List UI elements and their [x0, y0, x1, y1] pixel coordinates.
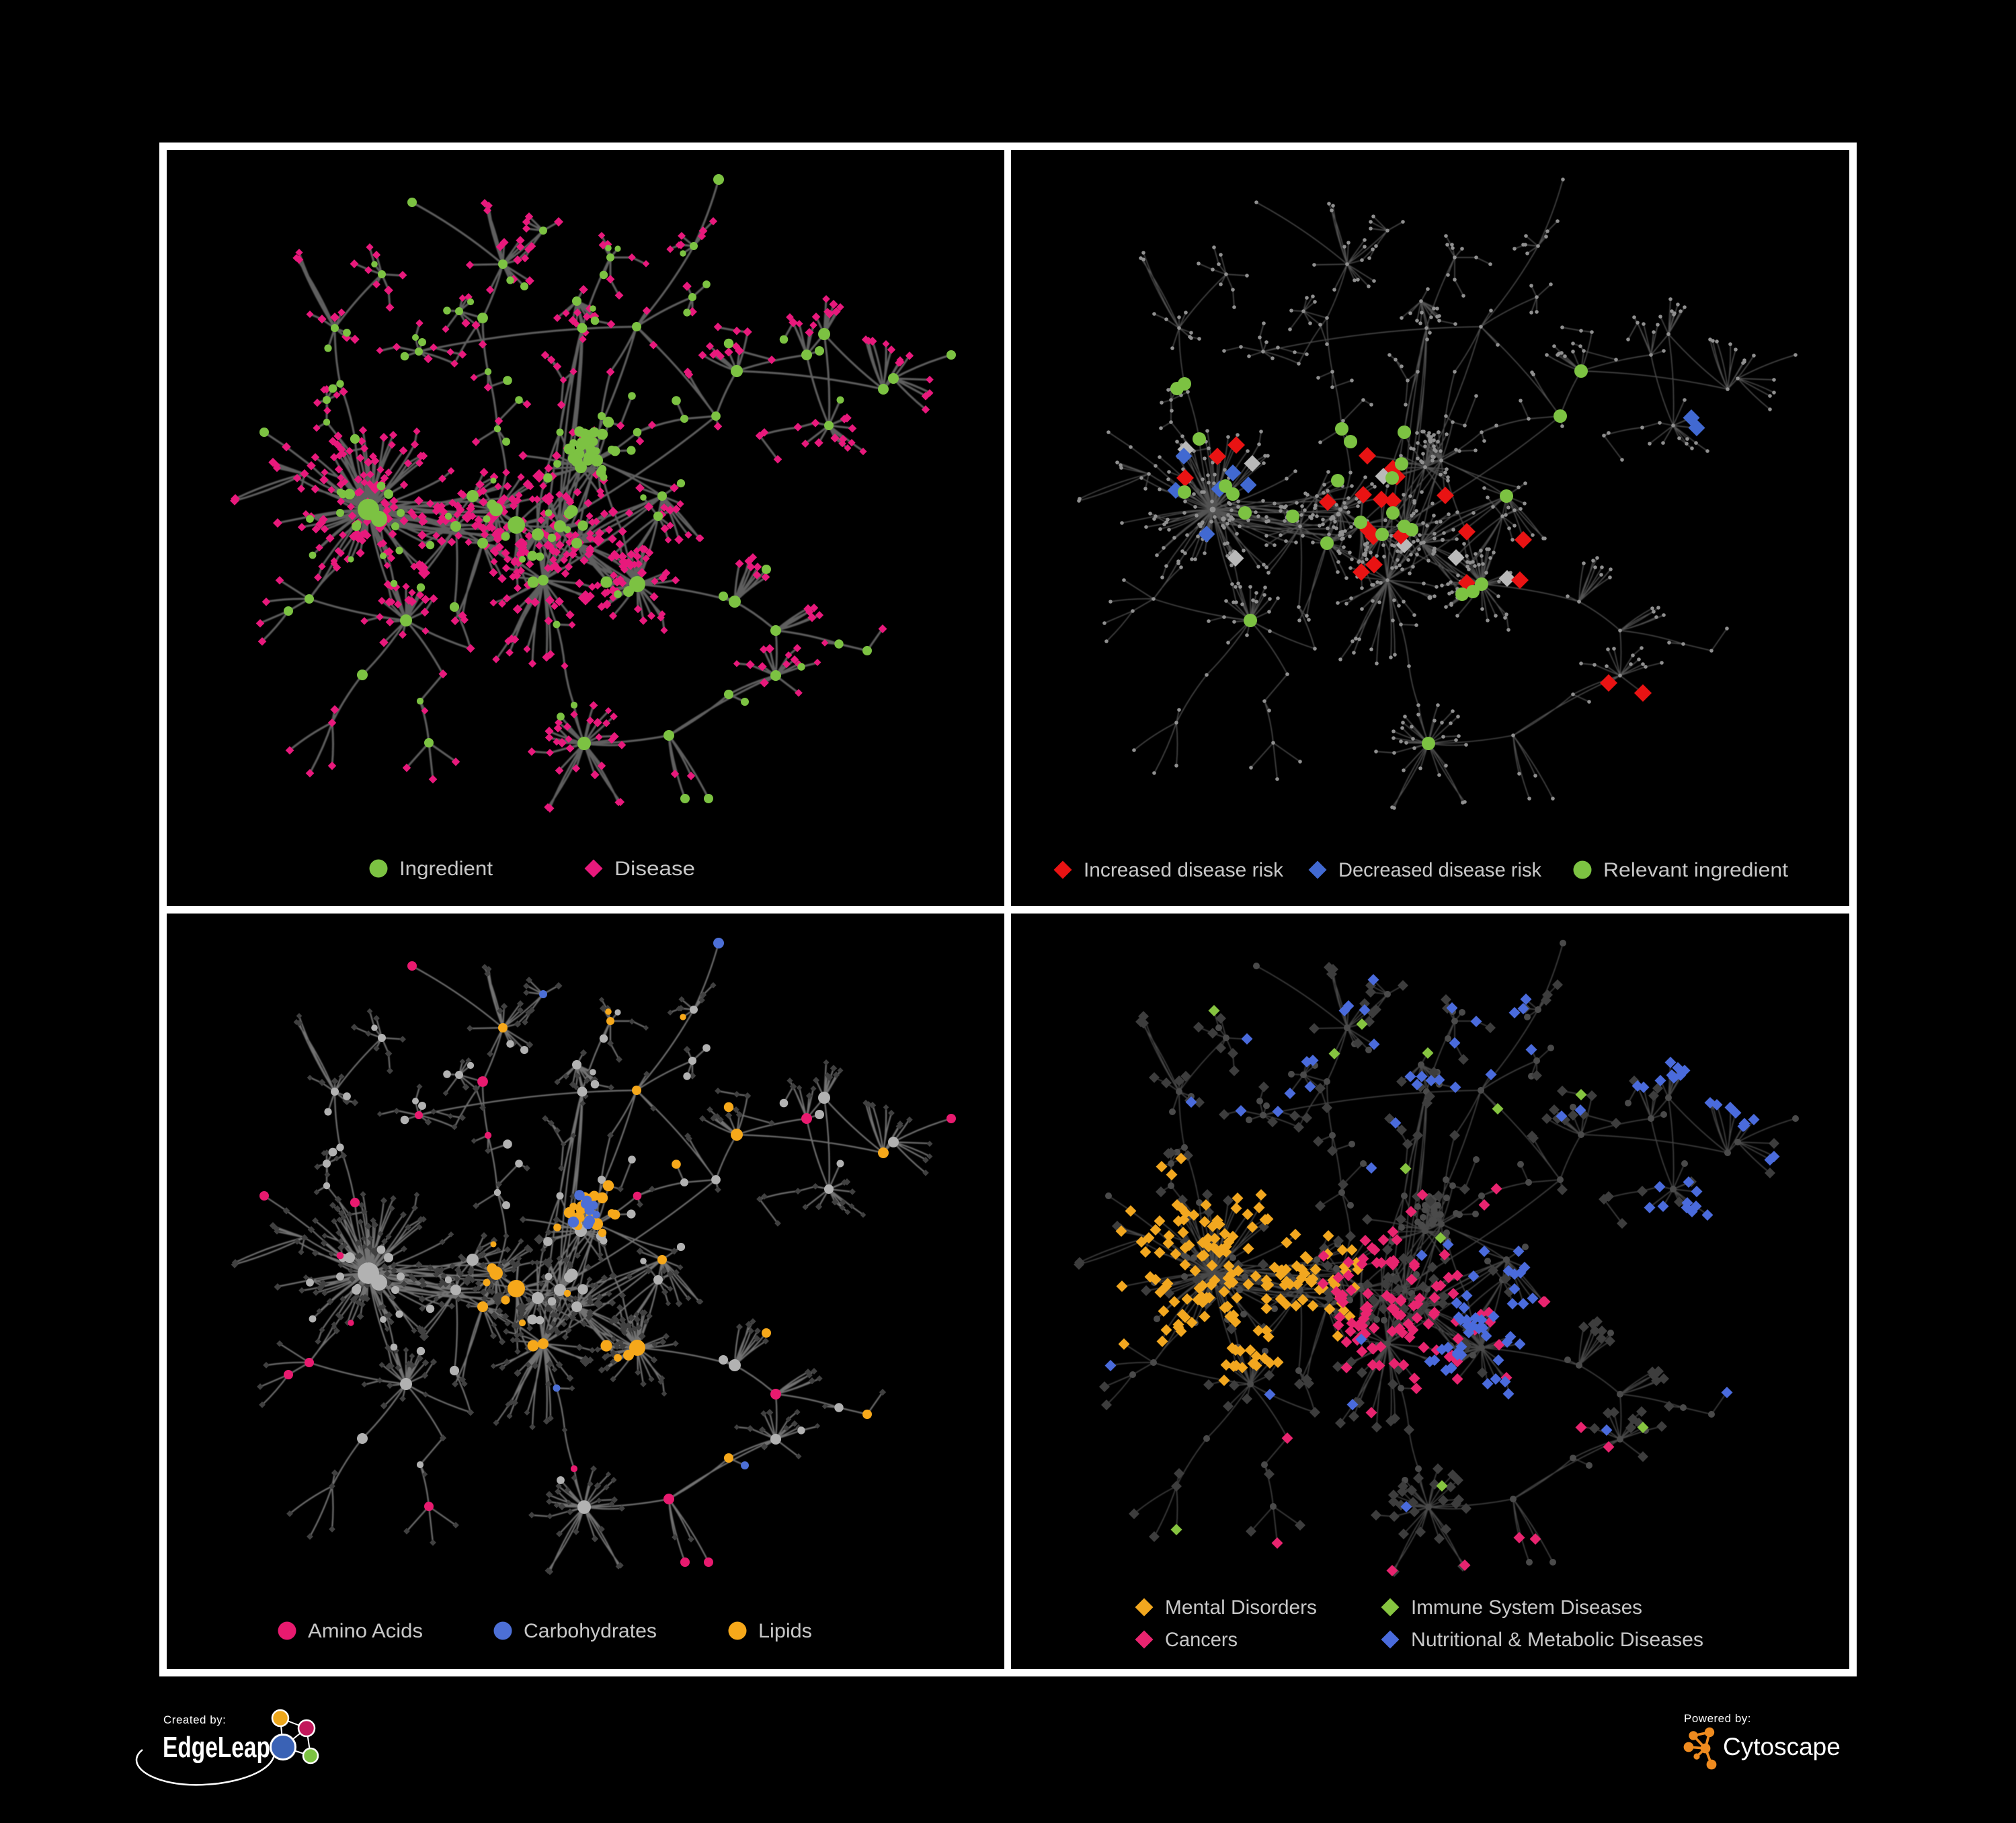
svg-text:Increased disease risk: Increased disease risk — [1084, 859, 1284, 881]
svg-text:Amino Acids: Amino Acids — [308, 1620, 423, 1642]
svg-text:Nutritional & Metabolic Diseas: Nutritional & Metabolic Diseases — [1411, 1629, 1703, 1651]
svg-text:Powered by:: Powered by: — [1684, 1712, 1751, 1725]
svg-text:Immune System Diseases: Immune System Diseases — [1411, 1596, 1642, 1619]
svg-text:Cytoscape: Cytoscape — [1723, 1733, 1841, 1760]
svg-text:Relevant ingredient: Relevant ingredient — [1603, 859, 1789, 881]
svg-text:Cancers: Cancers — [1165, 1629, 1238, 1651]
svg-text:EdgeLeap: EdgeLeap — [163, 1731, 270, 1764]
svg-text:Carbohydrates: Carbohydrates — [524, 1620, 657, 1642]
svg-text:Lipids: Lipids — [758, 1620, 812, 1642]
svg-text:Disease: Disease — [614, 858, 695, 880]
svg-text:Created by:: Created by: — [163, 1713, 226, 1726]
svg-text:Ingredient: Ingredient — [399, 858, 493, 880]
svg-text:Mental Disorders: Mental Disorders — [1165, 1596, 1317, 1619]
svg-text:Decreased disease risk: Decreased disease risk — [1338, 859, 1542, 881]
